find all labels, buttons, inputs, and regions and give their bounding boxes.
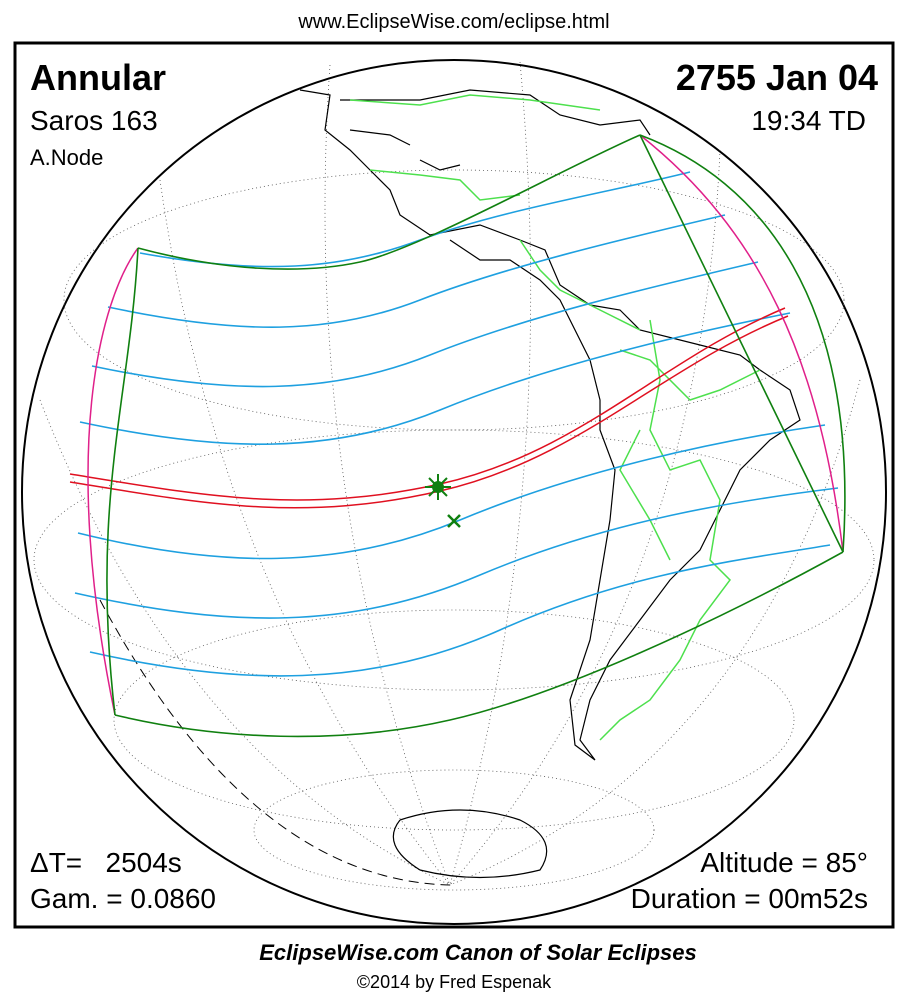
gamma: Gam. = 0.0860 bbox=[30, 883, 216, 914]
node: A.Node bbox=[30, 145, 103, 170]
terminator bbox=[99, 599, 451, 886]
url: www.EclipseWise.com/eclipse.html bbox=[297, 11, 609, 33]
date: 2755 Jan 04 bbox=[676, 57, 878, 98]
limits bbox=[87, 134, 844, 716]
footer-title: EclipseWise.com Canon of Solar Eclipses bbox=[259, 940, 697, 965]
greatest-eclipse-marker bbox=[425, 474, 451, 500]
saros: Saros 163 bbox=[30, 105, 158, 136]
penumbral-limits bbox=[106, 134, 846, 738]
eclipse-type: Annular bbox=[30, 57, 166, 98]
frame bbox=[13, 41, 895, 929]
greatest-duration-marker bbox=[447, 514, 461, 528]
globe bbox=[21, 59, 887, 925]
graticule bbox=[33, 61, 875, 891]
central-path bbox=[69, 307, 789, 509]
borders bbox=[349, 94, 761, 741]
delta-t: ΔT= 2504s bbox=[30, 847, 182, 878]
coastlines bbox=[299, 89, 801, 879]
duration: Duration = 00m52s bbox=[631, 883, 868, 914]
footer-credit: ©2014 by Fred Espenak bbox=[357, 972, 552, 992]
altitude: Altitude = 85° bbox=[700, 847, 868, 878]
eclipse-magnitude-lines bbox=[74, 171, 839, 677]
globe-outline bbox=[21, 59, 887, 925]
time: 19:34 TD bbox=[751, 105, 866, 136]
